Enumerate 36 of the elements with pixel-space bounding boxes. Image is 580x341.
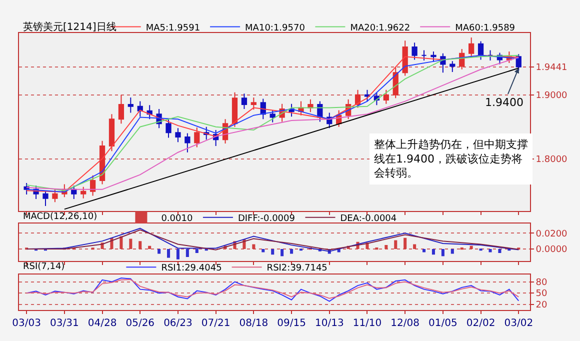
y-tick-label: 0.0000 xyxy=(536,245,568,256)
chart-title: MACD(12,26,10) xyxy=(23,212,98,222)
legend-label: DEA:-0.0004 xyxy=(340,214,397,224)
legend-label: 0.0010 xyxy=(161,214,193,224)
legend-label: DIFF:-0.0009 xyxy=(238,214,296,224)
x-tick-label: 02/02 xyxy=(466,318,496,329)
legend-label: MA20:1.9622 xyxy=(350,23,410,34)
y-tick-label: 0.0200 xyxy=(536,229,568,240)
x-tick-label: 01/05 xyxy=(428,318,458,329)
x-tick-label: 08/18 xyxy=(239,318,268,329)
x-tick-label: 12/08 xyxy=(390,318,420,329)
x-tick-label: 04/28 xyxy=(88,318,117,329)
x-tick-label: 05/26 xyxy=(126,318,155,329)
y-tick-label: 80 xyxy=(536,278,548,288)
chart-title: RSI(7,14) xyxy=(23,262,65,272)
y-tick-label: 50 xyxy=(536,289,548,300)
x-tick-label: 09/15 xyxy=(277,318,306,329)
x-tick-label: 03/31 xyxy=(50,318,79,329)
x-tick-label: 07/21 xyxy=(201,318,230,329)
legend-label: MA60:1.9589 xyxy=(455,23,516,34)
annotation: 整体上升趋势仍在，但中期支撑线在1.9400，跌破该位走势将会转弱。 xyxy=(374,138,528,180)
annotation: 1.9400 xyxy=(485,96,524,109)
chart-title: 英镑美元[1214]日线 xyxy=(23,21,116,33)
x-tick-label: 11/10 xyxy=(352,318,382,329)
legend-label: MA10:1.9570 xyxy=(245,23,306,34)
x-tick-label: 03/03 xyxy=(12,318,41,329)
y-tick-label: 20 xyxy=(536,300,548,311)
y-tick-label: 1.8000 xyxy=(536,154,568,165)
x-tick-label: 10/13 xyxy=(314,318,344,329)
legend-label: MA5:1.9591 xyxy=(146,23,200,34)
legend-label: RSI2:39.7145 xyxy=(266,264,328,274)
x-tick-label: 06/23 xyxy=(164,318,192,329)
x-tick-label: 03/02 xyxy=(504,318,534,329)
y-tick-label: 1.9000 xyxy=(536,91,568,102)
legend-label: RSI1:29.4045 xyxy=(161,264,222,274)
y-tick-label: 1.9441 xyxy=(536,62,568,73)
